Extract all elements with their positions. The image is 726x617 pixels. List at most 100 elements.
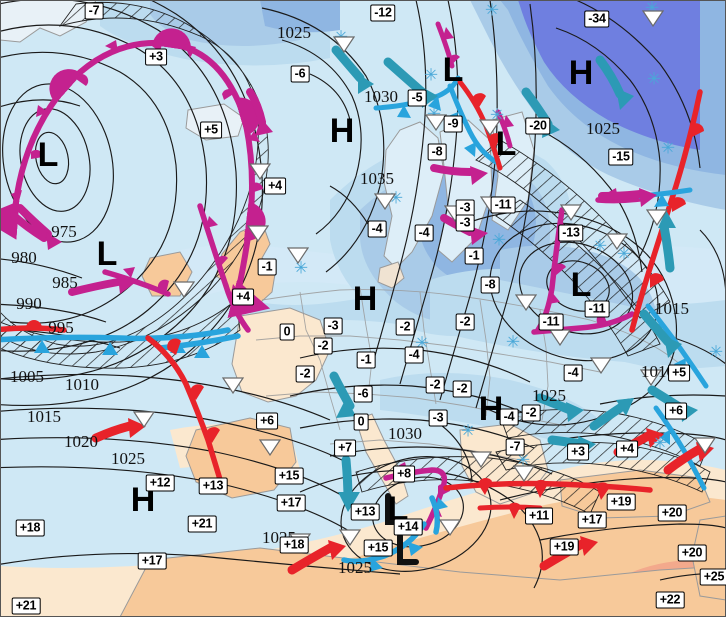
- cold-front-baltic: [447, 83, 499, 165]
- temperature-label: -6: [353, 385, 373, 403]
- temperature-label: -7: [84, 2, 104, 20]
- temperature-label: -3: [455, 199, 475, 217]
- isobar-label: 980: [11, 248, 37, 267]
- snow-icon: ✳: [652, 433, 668, 454]
- temperature-label: -13: [558, 224, 584, 242]
- shower-icon: [641, 10, 665, 32]
- temperature-label: -11: [538, 313, 564, 331]
- temperature-label: -1: [356, 351, 376, 369]
- isobar-label: 1015: [655, 299, 689, 318]
- wind-arrows: [10, 45, 714, 575]
- temperature-label: +4: [232, 288, 254, 306]
- warm-front-iberia: [145, 335, 225, 489]
- temperature-label: 0: [353, 413, 369, 431]
- temperature-label: -4: [414, 224, 434, 242]
- shower-icon: [132, 411, 156, 433]
- snow-icon: ✳: [505, 332, 521, 353]
- isobar-label: 975: [51, 222, 77, 241]
- temperature-label: +19: [549, 538, 579, 556]
- shower-icon: [693, 437, 717, 459]
- isobar-label: 1005: [10, 367, 44, 386]
- shower-icon: [639, 369, 663, 391]
- shower-icon: [478, 119, 502, 141]
- pressure-system-h: H: [329, 112, 355, 150]
- temperature-label: -3: [323, 317, 343, 335]
- snow-icon: ✳: [660, 138, 676, 159]
- shower-icon: [469, 451, 493, 473]
- temperature-label: -7: [505, 438, 525, 456]
- isobar-label: 1025: [586, 119, 620, 138]
- isobar-label: 1015: [27, 407, 61, 426]
- shower-icon: [373, 193, 397, 215]
- isobar-label: 990: [16, 294, 42, 313]
- shower-icon: [221, 377, 245, 399]
- isobar-label: 1030: [364, 87, 398, 106]
- isobar-label: 1010: [65, 375, 99, 394]
- temperature-label: +15: [363, 539, 393, 557]
- snow-icon: ✳: [484, 0, 500, 21]
- occluded-front-east2: [531, 311, 635, 335]
- temperature-label: +13: [198, 477, 228, 495]
- temperature-label: +17: [137, 552, 167, 570]
- isobar-label: 985: [52, 273, 78, 292]
- temperature-label: +17: [276, 494, 306, 512]
- shower-icon: [424, 114, 448, 136]
- temperature-label: -2: [313, 337, 333, 355]
- snow-icon: ✳: [592, 236, 608, 257]
- shower-icon: [645, 209, 669, 231]
- snow-icon: ✳: [293, 258, 309, 279]
- temperature-label: +4: [616, 440, 638, 458]
- isobar-label: 1035: [360, 169, 394, 188]
- occluded-front-uk: [102, 269, 171, 297]
- pressure-system-h: H: [478, 390, 504, 428]
- cold-front-med2: [429, 495, 441, 535]
- cold-front-atlantic: [0, 327, 231, 343]
- cold-front-east2: [645, 303, 709, 389]
- temperature-label: -11: [490, 196, 516, 214]
- temperature-label: -11: [584, 300, 610, 318]
- temperature-label: +5: [668, 364, 690, 382]
- shower-icon: [512, 465, 536, 487]
- temperature-label: -5: [407, 89, 427, 107]
- isobar-label: 995: [48, 318, 74, 337]
- temperature-label: +14: [393, 518, 423, 536]
- temperature-label: +5: [200, 121, 222, 139]
- snow-icon: ✳: [708, 342, 724, 363]
- shower-icon: [172, 281, 196, 303]
- snow-icon: ✳: [616, 244, 632, 265]
- temperature-label: -1: [464, 247, 484, 265]
- occluded-barbs: [11, 38, 263, 236]
- pressure-system-l: L: [96, 235, 118, 273]
- shower-icon: [605, 233, 629, 255]
- temperature-label: -2: [452, 380, 472, 398]
- temperature-label: -8: [427, 143, 447, 161]
- temperature-label: 0: [279, 323, 295, 341]
- temperature-label: -15: [608, 148, 634, 166]
- shower-icon: [338, 529, 362, 551]
- snow-icon: ✳: [646, 69, 662, 90]
- temperature-label: -8: [480, 276, 500, 294]
- temperature-label: +17: [577, 511, 607, 529]
- temperature-label: +6: [665, 402, 687, 420]
- temperature-label: -1: [257, 258, 277, 276]
- temperature-label: -2: [521, 404, 541, 422]
- warm-front-med: [443, 480, 653, 493]
- temperature-label: +18: [15, 519, 45, 537]
- temperature-label: +21: [11, 597, 41, 615]
- temperature-label: -3: [428, 409, 448, 427]
- occluded-front-uk2: [197, 203, 251, 333]
- isobar-label: 1025: [111, 449, 145, 468]
- temperature-label: -2: [425, 376, 445, 394]
- temperature-label: -4: [404, 346, 424, 364]
- shower-icon: [438, 519, 462, 541]
- shower-icon: [258, 439, 282, 461]
- temperature-label: +25: [699, 568, 726, 586]
- snow-icon: ✳: [423, 65, 439, 86]
- temperature-label: +21: [187, 515, 217, 533]
- pressure-system-l: L: [495, 125, 517, 163]
- temperature-label: -9: [443, 115, 463, 133]
- snow-icon: ✳: [515, 450, 531, 471]
- temperature-label: -3: [455, 214, 475, 232]
- isobar-label: 1025: [532, 386, 566, 405]
